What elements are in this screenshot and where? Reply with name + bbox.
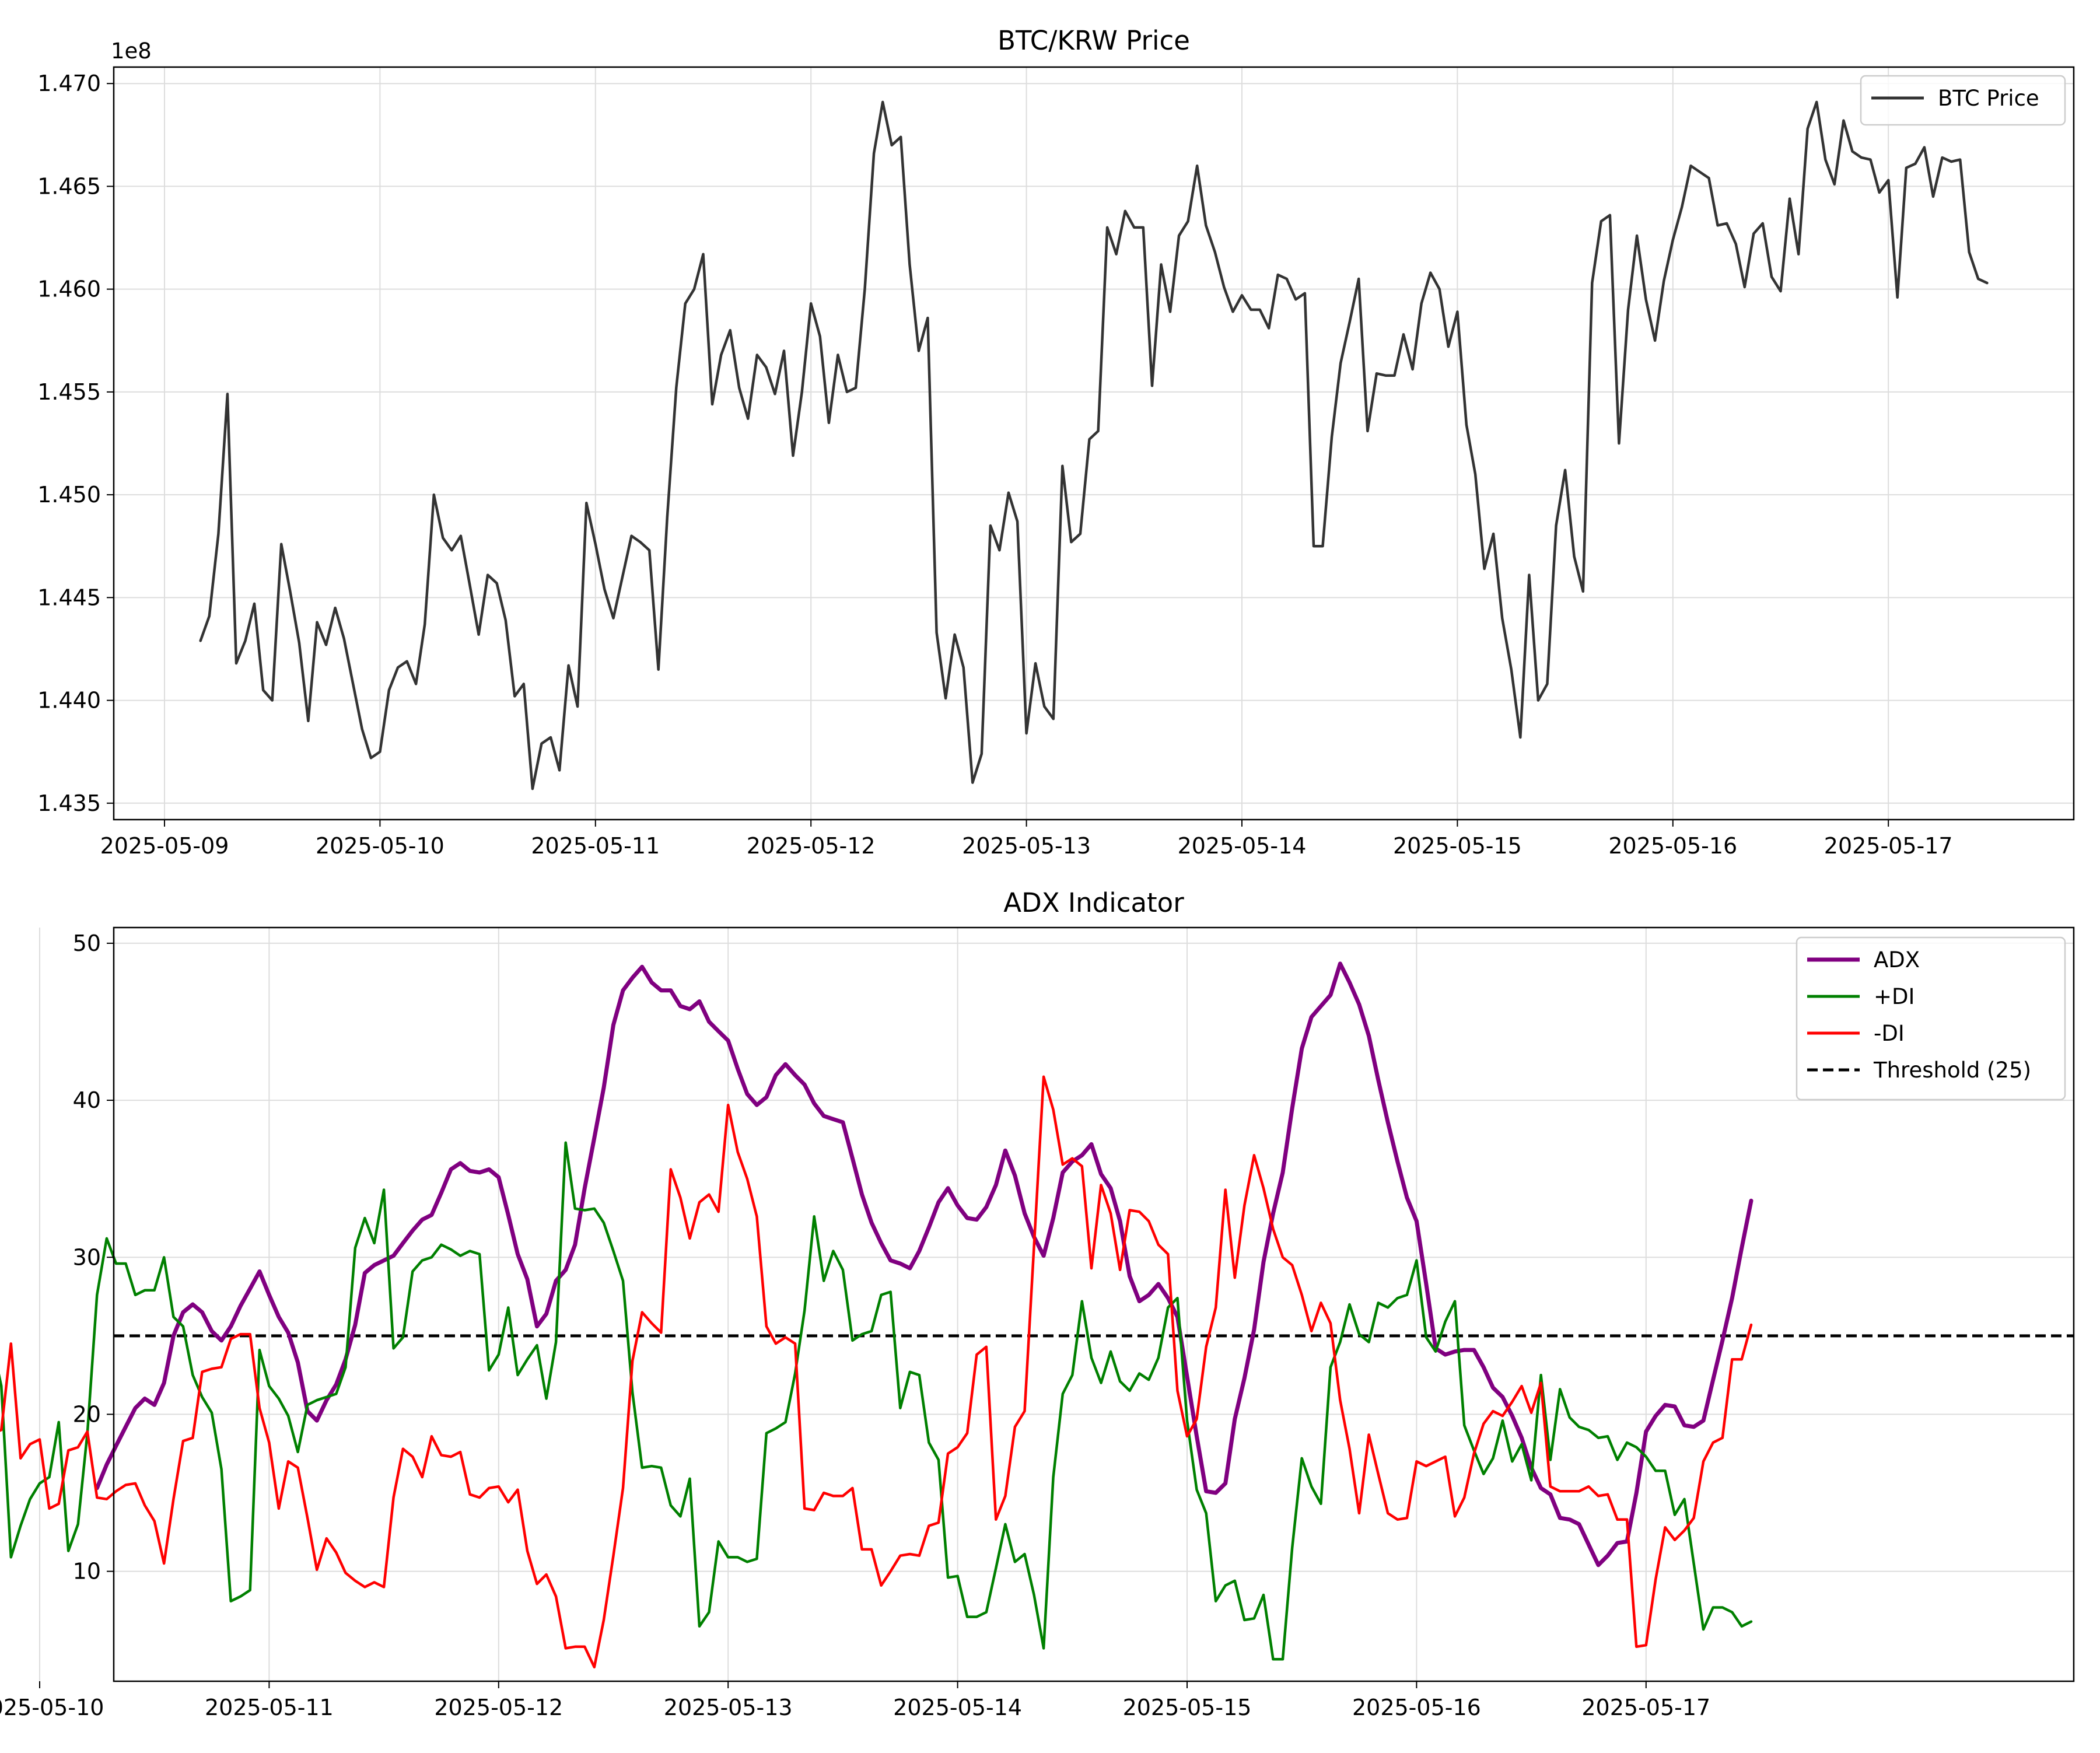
price-y-tick-label: 1.460 bbox=[37, 277, 101, 302]
adx-legend: ADX +DI -DI Threshold (25) bbox=[1796, 936, 2066, 1101]
price-y-tick-label: 1.470 bbox=[37, 71, 101, 96]
price-y-tick-label: 1.440 bbox=[37, 688, 101, 713]
price-x-tick-label: 2025-05-12 bbox=[747, 833, 876, 859]
legend-label-btc-price: BTC Price bbox=[1938, 86, 2039, 111]
adx-x-tick-label: 2025-05-10 bbox=[0, 1695, 104, 1720]
price-x-tick-label: 2025-05-17 bbox=[1824, 833, 1953, 859]
price-legend: BTC Price bbox=[1860, 75, 2066, 126]
adx-x-tick-label: 2025-05-17 bbox=[1581, 1695, 1710, 1720]
price-x-tick-label: 2025-05-11 bbox=[531, 833, 660, 859]
adx-y-tick-label: 30 bbox=[73, 1244, 101, 1270]
adx-x-tick-label: 2025-05-15 bbox=[1123, 1695, 1252, 1720]
legend-label-adx: ADX bbox=[1874, 947, 1920, 972]
adx-x-tick-label: 2025-05-14 bbox=[893, 1695, 1022, 1720]
price-x-tick-label: 2025-05-15 bbox=[1393, 833, 1522, 859]
series-line-plus-di bbox=[0, 1141, 1753, 1661]
price-y-axis: 1.435 1.440 1.445 1.450 1.455 1.460 1.465 1.470 bbox=[37, 71, 114, 816]
price-y-tick-label: 1.450 bbox=[37, 482, 101, 508]
price-x-tick-label: 2025-05-10 bbox=[316, 833, 444, 859]
adx-legend-box bbox=[1796, 936, 2066, 1101]
adx-chart-title: ADX Indicator bbox=[1003, 887, 1184, 918]
legend-label-minus-di: -DI bbox=[1874, 1021, 1905, 1046]
price-plot-frame bbox=[113, 66, 2075, 821]
adx-x-tick-label: 2025-05-16 bbox=[1352, 1695, 1481, 1720]
price-x-tick-label: 2025-05-13 bbox=[962, 833, 1091, 859]
price-x-tick-label: 2025-05-14 bbox=[1178, 833, 1307, 859]
price-series-group bbox=[199, 100, 1989, 790]
adx-y-tick-label: 10 bbox=[73, 1559, 101, 1584]
legend-label-threshold: Threshold (25) bbox=[1873, 1058, 2031, 1083]
price-gridlines bbox=[114, 67, 2074, 820]
adx-series-group bbox=[0, 961, 2074, 1669]
legend-label-plus-di: +DI bbox=[1874, 984, 1915, 1009]
adx-x-tick-label: 2025-05-12 bbox=[434, 1695, 563, 1720]
price-x-tick-label: 2025-05-16 bbox=[1608, 833, 1737, 859]
price-y-tick-label: 1.445 bbox=[37, 585, 101, 610]
price-y-tick-label: 1.435 bbox=[37, 790, 101, 816]
adx-x-tick-label: 2025-05-11 bbox=[205, 1695, 334, 1720]
price-y-tick-label: 1.455 bbox=[37, 379, 101, 405]
series-line-btc-price bbox=[199, 100, 1989, 790]
adx-x-tick-label: 2025-05-13 bbox=[664, 1695, 793, 1720]
price-y-offset-label: 1e8 bbox=[111, 39, 152, 64]
price-x-axis: 2025-05-09 2025-05-10 2025-05-11 2025-05-12… bbox=[100, 820, 1953, 859]
adx-y-tick-label: 50 bbox=[73, 930, 101, 956]
adx-x-axis: 2025-05-10 2025-05-11 2025-05-12 2025-05-13… bbox=[0, 1681, 1710, 1720]
adx-y-tick-label: 40 bbox=[73, 1087, 101, 1113]
price-y-tick-label: 1.465 bbox=[37, 173, 101, 199]
series-line-minus-di bbox=[0, 1075, 1753, 1669]
adx-y-axis: 10 20 30 40 50 bbox=[73, 930, 114, 1584]
adx-plot-frame bbox=[113, 926, 2075, 1682]
adx-y-tick-label: 20 bbox=[73, 1401, 101, 1427]
series-line-adx bbox=[94, 961, 1754, 1567]
price-chart-title: BTC/KRW Price bbox=[998, 25, 1190, 56]
adx-chart-panel: ADX Indicator 2025-05-102025-05-112025-0… bbox=[0, 887, 2075, 1720]
price-x-tick-label: 2025-05-09 bbox=[100, 833, 229, 859]
price-chart-panel: BTC/KRW Price 1e8 2025-05-09 2025-05-10 20… bbox=[37, 25, 2075, 859]
adx-gridlines bbox=[39, 928, 2074, 1681]
price-legend-box bbox=[1860, 75, 2066, 126]
